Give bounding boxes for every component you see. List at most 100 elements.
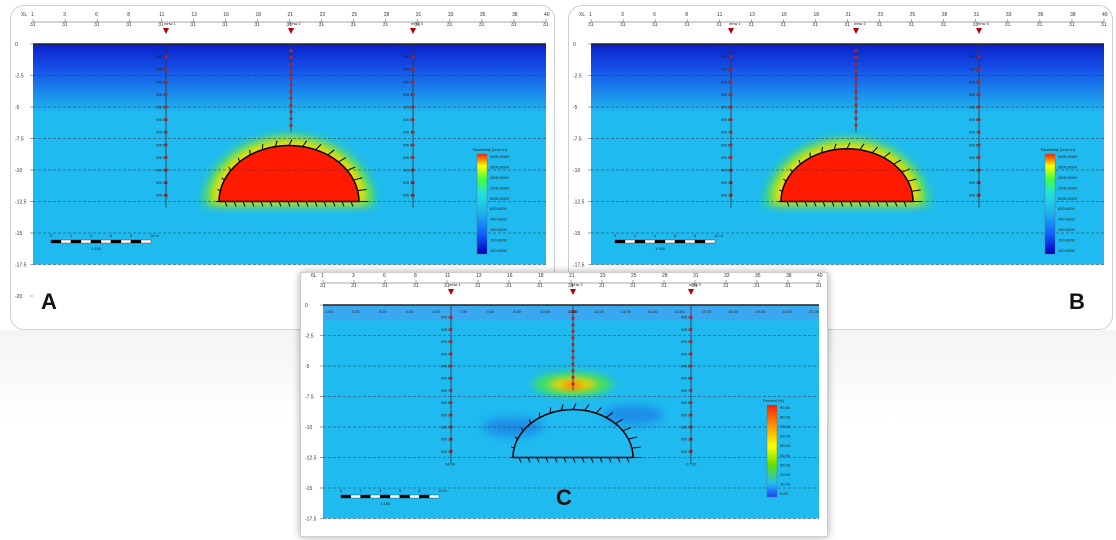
top-tick-sub: 31 [383, 22, 389, 28]
base-tick [350, 201, 354, 207]
borehole-depth-label: -17.00 [685, 462, 697, 467]
electrode-dot [854, 117, 858, 121]
top-tick-sub: 31 [1069, 22, 1075, 28]
electrode-label: W5 11 [441, 437, 453, 442]
top-tick-sub: 31 [780, 22, 786, 28]
panel-b-label: B [1069, 289, 1085, 314]
top-axis-prefix: 6L [311, 273, 317, 279]
scale-tick-label: 4 [654, 233, 657, 238]
electrode-dot [854, 69, 858, 73]
left-tick-label: 0 [15, 42, 18, 48]
electrode-dot [449, 437, 453, 441]
top-tick-label: 33 [724, 273, 730, 279]
base-tick [894, 201, 898, 207]
electrode-dot [977, 80, 981, 84]
legend-value: 6300.0000 [1058, 196, 1078, 201]
legend-value: 1000.0000 [1058, 185, 1078, 190]
scale-segment [684, 239, 696, 244]
electrode-dot [411, 130, 415, 134]
top-tick-sub: 31 [382, 283, 388, 289]
outline-tick [883, 152, 891, 158]
electrode-label: W5 6 [156, 117, 166, 122]
outline-tick [520, 427, 524, 432]
outline-tick [871, 146, 878, 154]
scale-segment [429, 494, 440, 499]
left-tick-label: -20 [15, 294, 22, 300]
outline-tick [528, 419, 532, 424]
electrode-label: W5 9 [721, 155, 731, 160]
electrode-dot [729, 143, 733, 147]
electrode-label: W5 9 [441, 412, 451, 417]
scale-segment [370, 494, 381, 499]
electrode-dot [571, 342, 575, 347]
electrode-dot [689, 376, 693, 380]
electrode-dot [164, 193, 168, 197]
electrode-dot [411, 193, 415, 197]
electrode-dot [449, 401, 453, 405]
electrode-label: W5 9 [681, 412, 691, 417]
top-tick-sub: 31 [506, 283, 512, 289]
scale-tick-label: 2 [634, 233, 637, 238]
scale-segment [110, 239, 122, 244]
scale-segment [634, 239, 646, 244]
top-tick-label: 3 [621, 12, 624, 18]
electrode-dot [411, 118, 415, 122]
electrode-dot [571, 369, 575, 373]
legend-value: 70.00 [780, 424, 791, 429]
legend-title: Resistivity [ohm.m] [1041, 147, 1075, 152]
top-tick-label: 23 [600, 273, 606, 279]
base-tick [849, 201, 853, 207]
top-tick-sub: 31 [1005, 22, 1011, 28]
electrode-dot [571, 362, 575, 366]
top-tick-sub: 31 [588, 22, 594, 28]
scale-ratio: 1:150 [655, 246, 666, 251]
top-tick-label: 13 [749, 12, 755, 18]
outline-tick [859, 143, 865, 151]
electrode-dot [854, 96, 858, 100]
borehole-marker-icon [688, 289, 694, 295]
scale-tick-label: 2 [70, 233, 73, 238]
left-tick-label: -5 [573, 105, 578, 111]
electrode-dot [289, 117, 293, 121]
top-tick-sub: 31 [479, 22, 485, 28]
electrode-dot [289, 69, 293, 73]
electrode-label: W5 11 [156, 180, 168, 185]
high-resistivity-anomaly [219, 145, 359, 202]
electrode-label: W5 3 [403, 79, 413, 84]
scale-segment [664, 239, 676, 244]
electrode-dot [729, 67, 733, 71]
legend-value: 20.00 [780, 472, 791, 477]
base-tick [242, 201, 246, 207]
electrode-dot [411, 55, 415, 59]
electrode-dot [689, 315, 693, 319]
electrode-label: W5 2 [681, 327, 691, 332]
left-tick-label: -2.5 [573, 74, 582, 80]
left-tick-label: -12.5 [15, 200, 27, 206]
top-tick-label: 25 [352, 12, 358, 18]
section-background [323, 305, 819, 519]
electrode-dot [449, 352, 453, 356]
top-tick-sub: 31 [287, 22, 293, 28]
electrode-label: W5 12 [156, 193, 168, 198]
left-tick-label: -7.5 [15, 137, 24, 143]
scale-ratio: 1:150 [380, 501, 391, 506]
top-tick-label: 21 [569, 273, 575, 279]
electrode-dot [729, 105, 733, 109]
borehole-marker-icon [728, 28, 734, 34]
electrode-dot [977, 143, 981, 147]
electrode-dot [289, 110, 293, 114]
top-tick-sub: 31 [415, 22, 421, 28]
top-tick-label: 1 [31, 12, 34, 18]
electrode-dot [449, 340, 453, 344]
faint-anomaly-right [603, 404, 663, 425]
base-tick [545, 457, 549, 463]
electrode-label: W5 9 [969, 155, 979, 160]
borehole-name: mhw 3 [411, 21, 424, 26]
electrode-label: W5 8 [681, 400, 691, 405]
sub-axis-label: 3.00 [352, 309, 361, 314]
legend-value: 30.00 [780, 462, 791, 467]
legend-value: 400.0000 [1058, 217, 1075, 222]
legend-value: 400.0000 [490, 217, 507, 222]
electrode-dot [977, 67, 981, 71]
scale-tick-label: 2 [360, 488, 363, 493]
